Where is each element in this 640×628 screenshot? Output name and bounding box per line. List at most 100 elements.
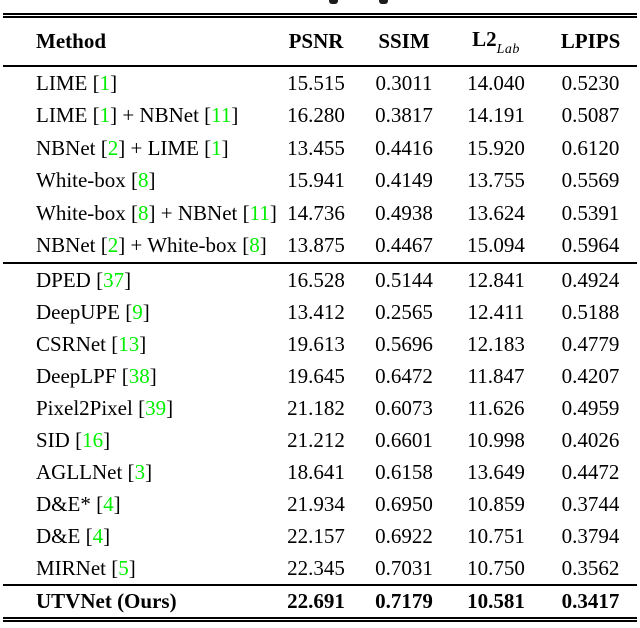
table-header-row: Method PSNR SSIM L2Lab LPIPS — [3, 18, 637, 65]
l2-value-cell: 10.581 — [467, 589, 525, 613]
citation-number[interactable]: 1 — [99, 70, 111, 95]
ssim-value-cell: 0.4938 — [375, 200, 433, 225]
ssim-value-cell: 0.2565 — [375, 299, 433, 324]
l2-value-cell: 12.183 — [467, 331, 525, 356]
lpips-value-cell: 0.5391 — [561, 200, 620, 225]
citation-number[interactable]: 8 — [138, 200, 149, 225]
method-cell: White-box [8] — [36, 168, 156, 193]
ssim-value-cell: 0.4416 — [375, 135, 433, 160]
citation-number[interactable]: 37 — [103, 267, 125, 292]
method-cell: LIME [1] + NBNet [11] — [36, 103, 239, 128]
table-top-double-rule — [3, 13, 637, 18]
l2-value-cell: 10.859 — [467, 491, 525, 516]
method-cell: SID [16] — [36, 427, 111, 452]
psnr-value-cell: 21.934 — [287, 491, 345, 516]
header-separator-rule — [3, 65, 637, 67]
table-row: LIME [1] + NBNet [11] 16.280 0.3817 14.191 0… — [3, 100, 637, 133]
lpips-value-cell: 0.4779 — [561, 331, 620, 356]
method-column-header: Method — [36, 29, 106, 53]
citation-number[interactable]: 2 — [107, 135, 119, 160]
lpips-value-cell: 0.4207 — [561, 363, 620, 388]
citation-number[interactable]: 9 — [132, 299, 143, 324]
psnr-column-header: PSNR — [288, 29, 344, 53]
lpips-value-cell: 0.3417 — [561, 589, 620, 613]
psnr-value-cell: 13.412 — [287, 299, 345, 324]
lpips-value-cell: 0.5230 — [561, 70, 620, 95]
group-separator-rule — [3, 262, 637, 264]
citation-number[interactable]: 4 — [103, 491, 114, 516]
method-cell: NBNet [2] + LIME [1] — [36, 135, 229, 160]
psnr-value-cell: 18.641 — [287, 459, 345, 484]
psnr-value-cell: 14.736 — [287, 200, 345, 225]
method-cell: DPED [37] — [36, 267, 132, 292]
l2-value-cell: 11.847 — [467, 363, 525, 388]
table-row: DPED [37] 16.528 0.5144 12.841 0.4924 — [3, 264, 637, 296]
ssim-value-cell: 0.4467 — [375, 233, 433, 258]
l2-value-cell: 12.841 — [467, 267, 525, 292]
lpips-value-cell: 0.3794 — [561, 523, 620, 548]
citation-number[interactable]: 1 — [99, 103, 111, 128]
lpips-value-cell: 0.4026 — [561, 427, 620, 452]
method-cell: MIRNet [5] — [36, 555, 136, 580]
table-row: MIRNet [5] 22.345 0.7031 10.750 0.3562 — [3, 552, 637, 584]
citation-number[interactable]: 2 — [107, 233, 119, 258]
ssim-value-cell: 0.6472 — [375, 363, 433, 388]
ssim-value-cell: 0.3011 — [375, 70, 433, 95]
lpips-value-cell: 0.6120 — [561, 135, 620, 160]
citation-number[interactable]: 38 — [128, 363, 150, 388]
method-cell: CSRNet [13] — [36, 331, 147, 356]
ssim-column-header: SSIM — [378, 29, 430, 53]
ssim-value-cell: 0.7031 — [375, 555, 433, 580]
table-row: DeepUPE [9] 13.412 0.2565 12.411 0.5188 — [3, 296, 637, 328]
psnr-value-cell: 15.941 — [287, 168, 345, 193]
l2-label: L2 — [472, 26, 497, 51]
method-cell: UTVNet (Ours) — [36, 589, 177, 613]
ssim-value-cell: 0.6158 — [375, 459, 433, 484]
citation-number[interactable]: 13 — [118, 331, 140, 356]
table-row: LIME [1] 15.515 0.3011 14.040 0.5230 — [3, 67, 637, 100]
lpips-value-cell: 0.5964 — [561, 233, 620, 258]
ssim-value-cell: 0.6601 — [375, 427, 433, 452]
cropped-caption-fragment — [379, 0, 388, 4]
table-row: NBNet [2] + LIME [1] 13.455 0.4416 15.920 0.… — [3, 132, 637, 165]
method-cell: White-box [8] + NBNet [11] — [36, 200, 277, 225]
table-row: DeepLPF [38] 19.645 0.6472 11.847 0.4207 — [3, 360, 637, 392]
l2-value-cell: 11.626 — [467, 395, 525, 420]
citation-number[interactable]: 39 — [145, 395, 167, 420]
ssim-value-cell: 0.7179 — [375, 589, 433, 613]
psnr-value-cell: 22.691 — [287, 589, 345, 613]
citation-number[interactable]: 11 — [249, 200, 270, 225]
lpips-value-cell: 0.4959 — [561, 395, 620, 420]
citation-number[interactable]: 16 — [82, 427, 104, 452]
psnr-value-cell: 13.455 — [287, 135, 345, 160]
psnr-value-cell: 16.528 — [287, 267, 345, 292]
ssim-value-cell: 0.5144 — [375, 267, 433, 292]
citation-number[interactable]: 8 — [138, 168, 149, 193]
ssim-value-cell: 0.6950 — [375, 491, 433, 516]
table-bottom-double-rule — [3, 617, 637, 622]
citation-number[interactable]: 4 — [92, 523, 104, 548]
method-cell: AGLLNet [3] — [36, 459, 153, 484]
citation-number[interactable]: 3 — [134, 459, 146, 484]
lpips-value-cell: 0.4472 — [561, 459, 620, 484]
citation-number[interactable]: 5 — [118, 555, 129, 580]
psnr-value-cell: 21.182 — [287, 395, 345, 420]
method-cell: LIME [1] — [36, 70, 118, 95]
l2-value-cell: 15.094 — [467, 233, 525, 258]
citation-number[interactable]: 8 — [249, 233, 260, 258]
citation-number[interactable]: 1 — [211, 135, 222, 160]
group-separator-rule — [3, 584, 637, 586]
l2-value-cell: 13.755 — [467, 168, 525, 193]
table-row: CSRNet [13] 19.613 0.5696 12.183 0.4779 — [3, 328, 637, 360]
method-cell: NBNet [2] + White-box [8] — [36, 233, 267, 258]
ssim-value-cell: 0.6922 — [375, 523, 433, 548]
psnr-value-cell: 22.345 — [287, 555, 345, 580]
l2lab-column-header: L2Lab — [448, 26, 544, 57]
table-row: Pixel2Pixel [39] 21.182 0.6073 11.626 0.4959 — [3, 392, 637, 424]
psnr-value-cell: 16.280 — [287, 103, 345, 128]
lpips-value-cell: 0.4924 — [561, 267, 620, 292]
citation-number[interactable]: 11 — [211, 103, 232, 128]
table-row: AGLLNet [3] 18.641 0.6158 13.649 0.4472 — [3, 456, 637, 488]
l2-value-cell: 12.411 — [467, 299, 525, 324]
